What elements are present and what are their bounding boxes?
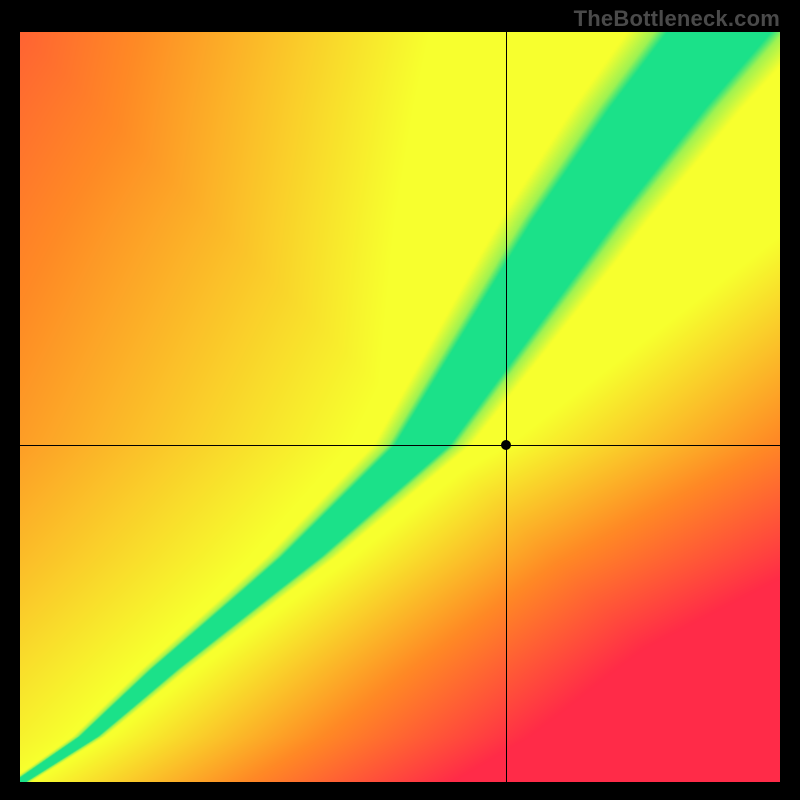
watermark-text: TheBottleneck.com	[574, 6, 780, 32]
crosshair-horizontal	[20, 445, 780, 446]
crosshair-point	[501, 440, 511, 450]
heatmap-canvas	[20, 32, 780, 782]
chart-frame: TheBottleneck.com	[0, 0, 800, 800]
crosshair-vertical	[506, 32, 507, 782]
plot-area	[20, 32, 780, 782]
